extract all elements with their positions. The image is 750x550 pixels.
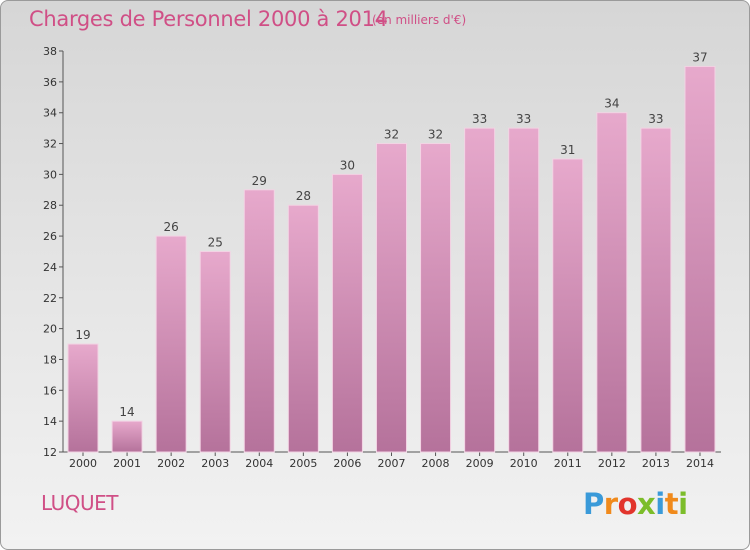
labels: 19 2000 14 2001 26 2002 25 2003 29 2004 28 2005 30 20…	[69, 50, 714, 470]
bar	[111, 420, 143, 453]
bar	[420, 143, 452, 453]
y-tick-label: 20	[43, 323, 57, 336]
y-tick-label: 38	[43, 45, 57, 58]
bar	[464, 127, 496, 453]
x-tick-label: 2004	[245, 457, 273, 470]
commune-name: LUQUET	[41, 491, 119, 515]
bars	[67, 65, 716, 453]
bar	[155, 235, 187, 453]
bar	[640, 127, 672, 453]
data-label: 34	[604, 97, 619, 111]
logo-letter: x	[637, 487, 656, 521]
y-tick-label: 28	[43, 199, 57, 212]
bar	[508, 127, 540, 453]
data-label: 30	[340, 158, 355, 172]
y-tick-label: 12	[43, 446, 57, 459]
data-label: 28	[296, 189, 311, 203]
bar	[596, 112, 628, 453]
x-tick-label: 2007	[377, 457, 405, 470]
y-tick-label: 16	[43, 384, 57, 397]
data-label: 31	[560, 143, 575, 157]
bar	[67, 343, 99, 453]
x-tick-label: 2005	[289, 457, 317, 470]
chart-title: Charges de Personnel 2000 à 2014	[29, 7, 388, 31]
x-tick-label: 2006	[333, 457, 361, 470]
bar	[287, 204, 319, 453]
logo-letter: t	[664, 487, 679, 521]
bar	[684, 65, 716, 453]
y-tick-label: 18	[43, 353, 57, 366]
y-tick-label: 14	[43, 415, 57, 428]
chart-subtitle: (en milliers d'€)	[372, 13, 467, 27]
data-label: 19	[75, 328, 90, 342]
y-tick-label: 22	[43, 292, 57, 305]
x-tick-label: 2010	[510, 457, 538, 470]
logo-letter: i	[655, 487, 665, 521]
logo-letter: o	[617, 487, 638, 521]
bar	[243, 189, 275, 453]
data-label: 33	[472, 112, 487, 126]
y-tick-label: 32	[43, 138, 57, 151]
data-label: 32	[384, 128, 399, 142]
bar	[331, 173, 363, 453]
x-tick-label: 2014	[686, 457, 714, 470]
x-tick-label: 2008	[422, 457, 450, 470]
x-tick-label: 2012	[598, 457, 626, 470]
x-tick-label: 2013	[642, 457, 670, 470]
data-label: 33	[516, 112, 531, 126]
x-tick-label: 2009	[466, 457, 494, 470]
logo-letter: i	[678, 487, 688, 521]
data-label: 33	[648, 112, 663, 126]
bar	[375, 143, 407, 453]
y-tick-label: 36	[43, 76, 57, 89]
proxiti-logo[interactable]: Proxiti	[583, 487, 688, 521]
y-tick-label: 24	[43, 261, 57, 274]
bar	[199, 251, 231, 453]
data-label: 26	[163, 220, 178, 234]
x-tick-label: 2003	[201, 457, 229, 470]
bar	[552, 158, 584, 453]
y-tick-label: 26	[43, 230, 57, 243]
y-tick-label: 30	[43, 168, 57, 181]
logo-letter: r	[603, 487, 618, 521]
x-tick-label: 2001	[113, 457, 141, 470]
x-tick-label: 2011	[554, 457, 582, 470]
data-label: 32	[428, 128, 443, 142]
data-label: 29	[252, 174, 267, 188]
data-label: 14	[119, 405, 134, 419]
axes: 12 14 16 18 20 22 24 26 28 30 32 34 36 38	[43, 45, 721, 459]
x-tick-label: 2002	[157, 457, 185, 470]
data-label: 37	[692, 50, 707, 64]
data-label: 25	[208, 236, 223, 250]
y-tick-label: 34	[43, 107, 57, 120]
logo-letter: P	[583, 487, 604, 521]
x-tick-label: 2000	[69, 457, 97, 470]
